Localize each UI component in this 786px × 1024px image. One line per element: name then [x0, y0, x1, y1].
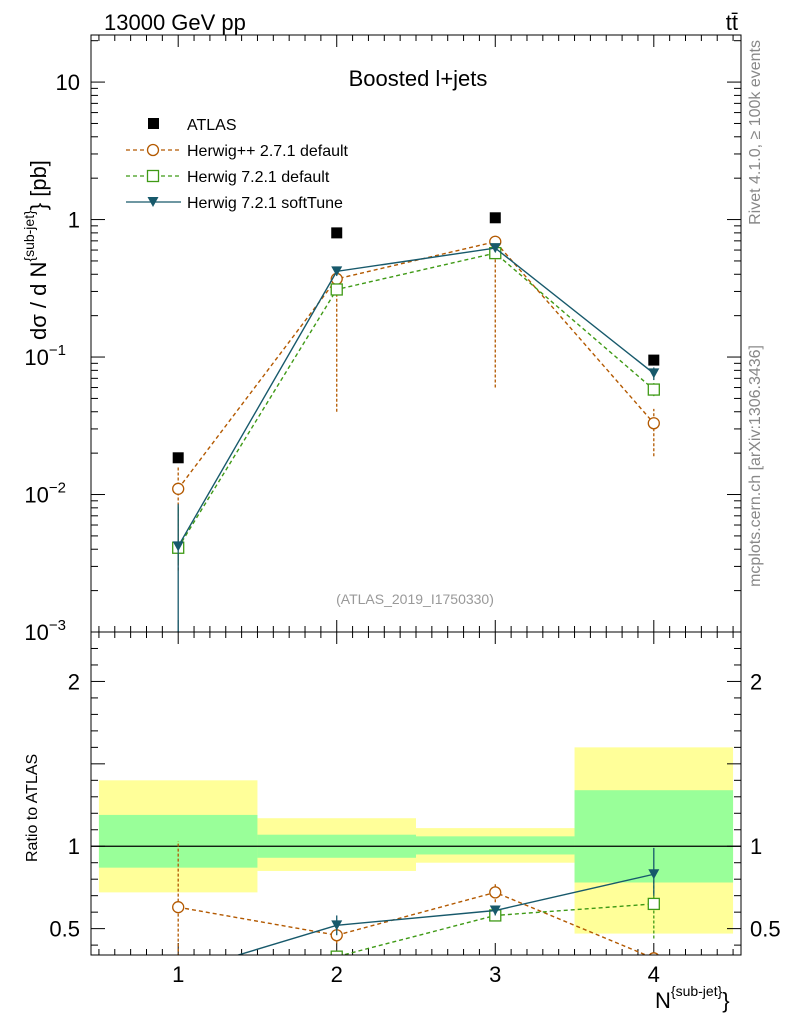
legend-atlas-label: ATLAS — [187, 117, 237, 134]
x-label-text: N — [655, 988, 671, 1013]
ratio-y-tick-label-right: 2 — [750, 669, 762, 694]
ratio-band-green — [416, 836, 575, 855]
main-softtune-point — [648, 368, 660, 379]
y-tick-label: 1 — [68, 208, 80, 233]
legend-herwigpp-marker — [146, 143, 160, 157]
analysis-id: (ATLAS_2019_I1750330) — [336, 591, 494, 607]
ratio-softtune-point — [489, 905, 501, 916]
collision-label: 13000 GeV pp — [104, 10, 246, 35]
main-softtune-point — [331, 266, 343, 277]
main-atlas-point — [489, 212, 501, 224]
ratio-y-tick-label-left: 2 — [68, 669, 80, 694]
chart-title: Boosted l+jets — [349, 66, 488, 91]
main-series — [172, 212, 660, 632]
ratio-herwig7-point — [330, 950, 343, 955]
ratio-herwigpp-point — [489, 886, 502, 899]
ratio-herwigpp-point — [648, 952, 659, 955]
legend-herwigpp: Herwig++ 2.7.1 default — [126, 143, 349, 160]
y-tick-exp: −2 — [49, 480, 66, 497]
main-softtune-point — [172, 541, 184, 552]
ratio-herwig7-point — [647, 897, 660, 911]
ratio-herwigpp-point — [172, 901, 185, 914]
ratio-softtune-line — [235, 873, 654, 955]
y-tick-label: 10 — [56, 70, 80, 95]
main-herwigpp-point — [172, 482, 185, 495]
y-tick-label: 10−1 — [24, 342, 66, 370]
main-herwigpp-line — [177, 240, 655, 490]
main-x-ticks — [98, 35, 734, 632]
legend-herwig7-label: Herwig 7.2.1 default — [187, 169, 330, 186]
main-herwigpp-point — [647, 417, 660, 430]
rivet-label: Rivet 4.1.0, ≥ 100k events — [747, 40, 764, 225]
ratio-frame — [90, 631, 742, 956]
ratio-softtune-point — [331, 920, 343, 931]
legend-softtune-marker — [147, 197, 159, 207]
main-softtune-line — [177, 247, 655, 547]
legend-atlas: ATLAS — [148, 117, 237, 134]
legend-herwig7: Herwig 7.2.1 default — [126, 169, 330, 186]
y-label-text: dσ / d N — [26, 262, 51, 340]
y-tick-label: 10−3 — [24, 617, 66, 645]
y-label-main: dσ / d N{sub-jet}} [pb] — [21, 160, 51, 340]
ratio-y-tick-label-right: 0.5 — [750, 917, 781, 942]
x-label-sup: {sub-jet} — [671, 983, 723, 999]
y-tick-exp: −3 — [49, 617, 66, 634]
y-tick-label: 10−2 — [24, 480, 66, 508]
x-tick-label: 3 — [489, 962, 501, 987]
y-label-sup: {sub-jet} — [21, 210, 37, 262]
x-tick-label: 4 — [648, 962, 660, 987]
y-tick-base: 10 — [24, 483, 48, 508]
main-herwig7-point — [647, 383, 660, 396]
y-tick-base: 10 — [24, 620, 48, 645]
ratio-y-tick-label-right: 1 — [750, 834, 762, 859]
main-atlas-point — [331, 227, 343, 239]
legend-herwigpp-label: Herwig++ 2.7.1 default — [187, 143, 349, 160]
ratio-y-tick-label-left: 0.5 — [49, 917, 80, 942]
ratio-panel: 0.5 0.5 1 1 2 2 1 2 3 4 Ratio to ATLAS N{sub-jet… — [24, 631, 781, 1013]
process-label: tt̄ — [726, 10, 738, 35]
x-label-close: } — [722, 988, 729, 1013]
ratio-x-ticks: 1 2 3 4 — [98, 632, 734, 987]
x-tick-label: 2 — [331, 962, 343, 987]
mcplots-label: mcplots.cern.ch [arXiv:1306.3436] — [747, 345, 764, 587]
ratio-y-tick-label-left: 1 — [68, 834, 80, 859]
main-y-label: dσ / d N{sub-jet}} [pb] — [21, 160, 51, 340]
legend-herwig7-marker — [146, 169, 160, 183]
ratio-y-ticks: 0.5 0.5 1 1 2 2 — [49, 631, 781, 946]
legend-softtune: Herwig 7.2.1 softTune — [126, 195, 343, 212]
x-axis-label: N{sub-jet}} — [655, 983, 730, 1013]
main-herwig7-line — [177, 252, 655, 549]
legend-atlas-marker — [148, 118, 159, 129]
ratio-softtune-point — [648, 869, 660, 880]
ratio-y-label: Ratio to ATLAS — [24, 754, 41, 862]
main-atlas-point — [648, 354, 660, 366]
legend-softtune-label: Herwig 7.2.1 softTune — [187, 195, 343, 212]
ratio-herwig7-line — [340, 903, 654, 955]
y-tick-exp: −1 — [49, 342, 66, 359]
ratio-herwigpp-line — [178, 891, 648, 955]
y-label-unit: } [pb] — [26, 160, 51, 210]
ratio-series-clip — [172, 841, 660, 955]
y-tick-base: 10 — [24, 345, 48, 370]
main-herwig7-point — [330, 283, 343, 296]
legend: ATLAS Herwig++ 2.7.1 default Herwig 7.2.… — [126, 117, 349, 212]
main-softtune-point — [489, 243, 501, 254]
ratio-bands — [91, 747, 741, 934]
x-tick-label: 1 — [172, 962, 184, 987]
main-atlas-point — [172, 452, 184, 464]
ratio-series — [172, 841, 660, 955]
